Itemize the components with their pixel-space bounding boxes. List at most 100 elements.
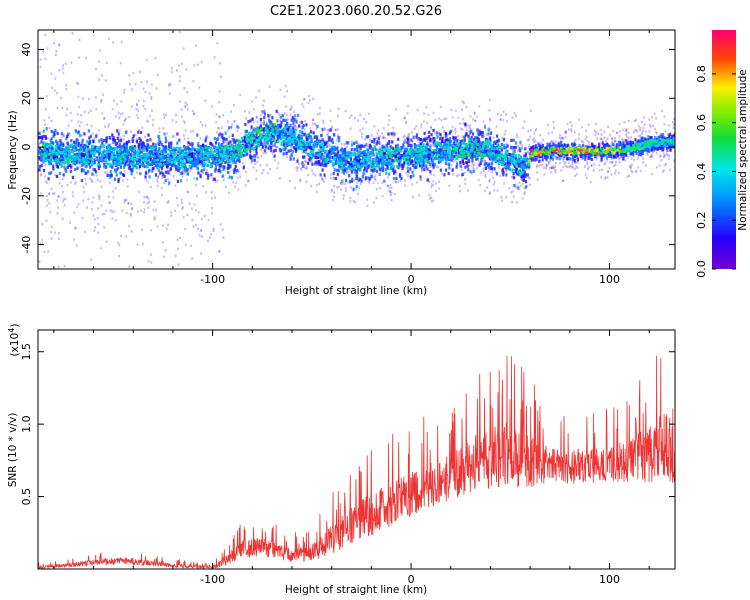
- heatmap-cell: [428, 180, 431, 183]
- heatmap-cell: [195, 194, 198, 197]
- heatmap-cell: [241, 142, 244, 145]
- heatmap-cell: [82, 185, 85, 189]
- heatmap-cell: [78, 144, 81, 148]
- heatmap-cell: [268, 144, 271, 148]
- heatmap-cell: [227, 141, 230, 145]
- heatmap-cell: [159, 140, 162, 144]
- heatmap-cell: [379, 187, 381, 190]
- heatmap-cell: [101, 112, 104, 115]
- heatmap-cell: [224, 131, 227, 135]
- heatmap-cell: [38, 260, 41, 263]
- heatmap-cell: [244, 184, 247, 187]
- heatmap-cell: [334, 177, 337, 181]
- heatmap-cell: [290, 107, 293, 111]
- heatmap-cell: [147, 206, 150, 209]
- heatmap-cell: [181, 206, 184, 209]
- heatmap-cell: [74, 167, 77, 172]
- heatmap-cell: [186, 91, 189, 94]
- heatmap-cell: [107, 125, 109, 128]
- heatmap-cell: [632, 131, 635, 134]
- heatmap-cell: [227, 129, 229, 132]
- heatmap-cell: [469, 164, 472, 167]
- heatmap-cell: [144, 91, 147, 94]
- heatmap-cell: [373, 137, 376, 142]
- heatmap-cell: [305, 160, 307, 163]
- heatmap-cell: [438, 148, 441, 152]
- heatmap-cell: [118, 255, 120, 258]
- heatmap-cell: [282, 152, 285, 156]
- heatmap-cell: [258, 89, 261, 92]
- heatmap-cell: [105, 140, 108, 144]
- heatmap-cell: [311, 169, 313, 172]
- heatmap-cell: [460, 108, 463, 111]
- heatmap-cell: [150, 261, 153, 264]
- heatmap-cell: [148, 175, 151, 179]
- heatmap-cell: [108, 201, 111, 204]
- heatmap-cell: [426, 136, 429, 140]
- heatmap-cell: [584, 165, 586, 168]
- heatmap-cell: [432, 199, 435, 202]
- heatmap-cell: [190, 244, 193, 247]
- heatmap-cell: [563, 157, 565, 160]
- heatmap-cell: [301, 102, 304, 106]
- heatmap-cell: [182, 216, 185, 219]
- heatmap-cell: [235, 168, 238, 172]
- heatmap-cell: [366, 198, 368, 202]
- heatmap-cell: [517, 186, 520, 190]
- heatmap-cell: [519, 142, 521, 146]
- heatmap-cell: [668, 157, 671, 160]
- heatmap-cell: [488, 109, 491, 112]
- heatmap-cell: [629, 152, 632, 156]
- heatmap-cell: [285, 156, 288, 159]
- heatmap-cell: [140, 209, 142, 213]
- heatmap-cell: [402, 164, 405, 168]
- heatmap-cell: [328, 158, 331, 162]
- heatmap-cell: [333, 191, 336, 194]
- heatmap-cell: [536, 163, 538, 167]
- heatmap-cell: [420, 178, 423, 181]
- heatmap-cell: [53, 89, 56, 92]
- heatmap-cell: [462, 122, 465, 125]
- heatmap-cell: [394, 169, 397, 173]
- heatmap-cell: [661, 109, 663, 113]
- heatmap-cell: [135, 140, 138, 144]
- heatmap-cell: [552, 120, 555, 124]
- heatmap-cell: [349, 127, 352, 130]
- heatmap-cell: [624, 130, 627, 133]
- heatmap-cell: [253, 108, 255, 111]
- heatmap-cell: [143, 135, 146, 138]
- heatmap-cell: [474, 119, 477, 123]
- heatmap-cell: [284, 118, 287, 123]
- heatmap-cell: [93, 229, 96, 232]
- heatmap-cell: [659, 155, 661, 158]
- heatmap-cell: [561, 136, 563, 140]
- heatmap-cell: [387, 176, 389, 179]
- heatmap-cell: [420, 123, 423, 126]
- heatmap-cell: [545, 167, 547, 170]
- heatmap-cell: [61, 106, 64, 110]
- heatmap-cell: [174, 209, 176, 212]
- heatmap-cell: [366, 176, 370, 180]
- heatmap-cell: [297, 166, 299, 169]
- heatmap-cell: [266, 163, 268, 167]
- heatmap-cell: [124, 117, 127, 120]
- heatmap-cell: [382, 127, 385, 130]
- heatmap-cell: [55, 53, 57, 57]
- heatmap-cell: [403, 117, 406, 120]
- heatmap-cell: [298, 133, 301, 137]
- heatmap-cell: [392, 177, 395, 181]
- heatmap-cell: [666, 154, 669, 157]
- heatmap-cell: [231, 159, 234, 163]
- heatmap-cell: [329, 146, 331, 149]
- heatmap-cell: [510, 145, 513, 149]
- heatmap-cell: [260, 154, 263, 158]
- heatmap-cell: [177, 204, 179, 207]
- heatmap-cell: [155, 87, 158, 90]
- heatmap-cell: [620, 137, 623, 141]
- heatmap-cell: [184, 227, 187, 231]
- heatmap-cell: [193, 64, 196, 67]
- heatmap-cell: [108, 37, 110, 40]
- heatmap-cell: [611, 140, 614, 144]
- heatmap-cell: [523, 192, 525, 196]
- heatmap-cell: [294, 124, 297, 127]
